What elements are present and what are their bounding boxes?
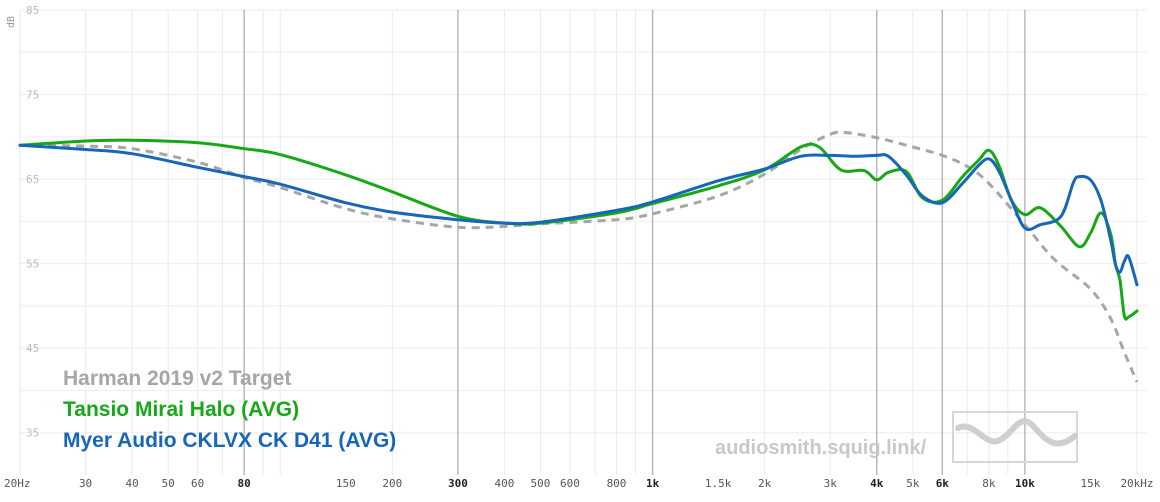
x-tick-label: 3k [824, 477, 838, 490]
x-tick-label: 800 [607, 477, 627, 490]
x-tick-label: 5k [906, 477, 920, 490]
x-tick-label: 10k [1015, 477, 1035, 490]
series-lines [18, 130, 1139, 383]
series-line-myer-audio-d41 [18, 143, 1139, 287]
x-tick-label: 400 [494, 477, 514, 490]
x-tick-label: 500 [531, 477, 551, 490]
y-tick-label: 85 [26, 4, 39, 17]
x-tick-label: 15k [1081, 477, 1101, 490]
x-tick-label: 40 [125, 477, 138, 490]
legend-entry: Tansio Mirai Halo (AVG) [63, 398, 299, 421]
y-tick-label: 65 [26, 173, 39, 186]
legend: Harman 2019 v2 Target Tansio Mirai Halo (… [63, 367, 396, 452]
x-tick-label: 80 [238, 477, 251, 490]
logo-frame [952, 411, 1078, 463]
y-tick-label: 35 [26, 427, 39, 440]
legend-entry: Myer Audio CKLVX CK D41 (AVG) [63, 429, 396, 452]
y-axis: dB 35 45 55 65 75 85 [6, 4, 39, 440]
series-line-tansio-mirai-halo [18, 138, 1139, 321]
x-tick-label: 20Hz [4, 477, 31, 490]
logo-squiggle [955, 418, 1078, 447]
x-tick-label: 6k [936, 477, 950, 490]
x-tick-label: 30 [79, 477, 92, 490]
y-tick-label: 55 [26, 258, 39, 271]
x-tick-label: 600 [560, 477, 580, 490]
y-tick-label: 75 [26, 89, 39, 102]
x-tick-label: 150 [336, 477, 356, 490]
x-tick-label: 300 [448, 477, 468, 490]
x-tick-label: 20kHz [1120, 477, 1153, 490]
watermark-text: audiosmith.squig.link/ [715, 437, 927, 459]
squig-logo-icon [952, 411, 1078, 463]
y-tick-label: 45 [26, 342, 39, 355]
x-tick-label: 200 [382, 477, 402, 490]
x-axis: 20Hz 30 40 50 60 80 150 200 300 400 500 600 800 1k 1.5… [4, 477, 1154, 490]
grid [19, 9, 1147, 475]
x-tick-label: 60 [191, 477, 204, 490]
x-tick-label: 1.5k [705, 477, 732, 490]
x-tick-label: 1k [646, 477, 660, 490]
x-tick-label: 8k [982, 477, 996, 490]
legend-entry: Harman 2019 v2 Target [63, 367, 291, 390]
x-tick-label: 50 [162, 477, 175, 490]
y-axis-unit-label: dB [6, 16, 17, 28]
x-tick-label: 4k [870, 477, 884, 490]
x-tick-label: 2k [758, 477, 772, 490]
